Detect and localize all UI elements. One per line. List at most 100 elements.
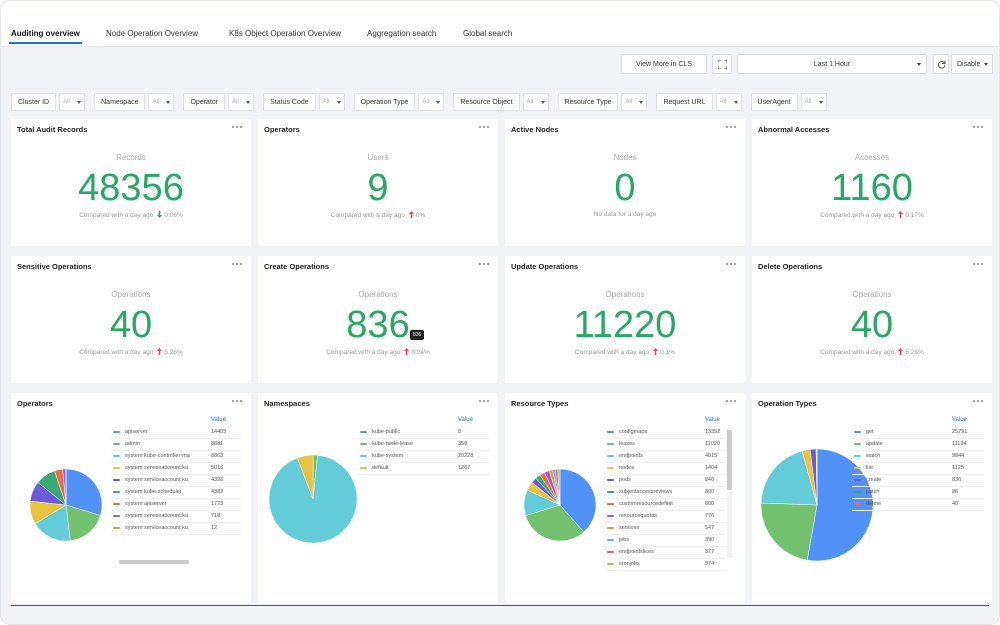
filter-select[interactable]: All [621,93,648,111]
time-range-select[interactable]: Last 1 Hour [737,54,927,74]
legend-value: 776 [705,513,715,519]
legend-row: nodes 1404 [605,463,725,475]
legend-name: resourcequotas [619,513,657,519]
dot [479,126,481,128]
legend-row: configmaps 13352 [605,427,725,439]
stat-value: 9 [367,167,389,209]
filter-select[interactable]: All [715,93,742,111]
legend-value: 800 [705,489,715,495]
more-menu[interactable] [478,259,490,270]
more-menu[interactable] [478,122,490,133]
legend-row: endpoints 4015 [605,451,725,463]
filter-select[interactable]: All [228,93,255,111]
more-icon [479,263,489,265]
legend-row: watch 9844 [852,451,984,463]
legend-swatch [607,515,614,517]
dot [973,400,975,402]
legend-name: system:kube-controller-ma [125,453,190,459]
more-icon [479,126,489,128]
legend-row: kube-system 20228 [358,451,490,463]
legend-name: nodes [619,465,634,471]
cls-button[interactable]: View More in CLS [621,54,707,74]
more-menu[interactable] [972,396,984,407]
horizontal-scrollbar [111,559,243,565]
filter-select[interactable]: All [800,93,827,111]
tab[interactable]: Node Operation Overview [106,29,199,38]
pie-slice [268,454,358,544]
filter-select[interactable]: All [59,93,86,111]
filter-select[interactable]: All [318,93,345,111]
legend-swatch [854,491,861,493]
more-menu[interactable] [478,396,490,407]
more-menu[interactable] [725,122,737,133]
more-menu[interactable] [231,396,243,407]
dot [734,263,736,265]
legend-row: default 1267 [358,463,490,475]
legend-name: cronjobs [619,561,640,567]
stat-card: Update Operations Operations 11220 Compared… [505,256,745,383]
more-icon [232,126,242,128]
pie-chart [760,448,874,562]
legend-name: update [866,441,883,447]
more-icon [232,400,242,402]
filter-select[interactable]: All [522,93,549,111]
fullscreen-button[interactable] [712,54,732,74]
more-menu[interactable] [231,122,243,133]
stat-change: 0.1% [660,349,675,356]
legend-name: list [866,465,873,471]
dot [479,400,481,402]
stat-unit: Nodes [613,153,637,162]
tab[interactable]: Auditing overview [9,29,82,44]
legend-swatch [113,455,120,457]
more-menu[interactable] [725,259,737,270]
more-icon [973,263,983,265]
stat-change: 0.06% [164,212,183,219]
more-menu[interactable] [972,259,984,270]
trend-arrow [653,348,659,355]
tab[interactable]: Aggregation search [367,29,437,38]
stat-card: Abnormal Accesses Accesses 1160 Compared wi… [752,119,992,246]
legend-swatch [360,431,367,433]
more-menu[interactable] [972,122,984,133]
tab[interactable]: Global search [463,29,513,38]
dot [483,263,485,265]
legend-row: get 25791 [852,427,984,439]
dot [726,263,728,265]
dot [236,263,238,265]
legend-swatch [113,467,120,469]
legend-value: 9844 [952,453,965,459]
legend-name: get [866,429,874,435]
more-menu[interactable] [231,259,243,270]
refresh-interval-select[interactable]: Disable [951,54,993,74]
card-title: Total Audit Records [17,125,88,134]
filter-select[interactable]: All [148,93,175,111]
refresh-button[interactable] [933,54,949,74]
stat-value: 1160 [831,167,913,209]
card-title: Active Nodes [511,125,559,134]
more-icon [973,126,983,128]
pie-slice [297,454,314,500]
filter: Operator All [183,93,255,111]
stat-compare: Compared with a day ago 0.06% [11,211,251,219]
dot [981,263,983,265]
compare-text: Compared with a day ago [79,212,154,219]
legend-row: list 1125 [852,463,984,475]
more-icon [973,400,983,402]
legend-name: subjectaccessreviews [619,489,673,495]
compare-text: Compared with a day ago [79,349,154,356]
legend-name: system:kube-scheduler [125,489,182,495]
filter-select[interactable]: All [418,93,445,111]
legend-value: 25791 [952,429,968,435]
more-menu[interactable] [725,396,737,407]
legend-value: 390 [705,537,715,543]
more-icon [726,263,736,265]
pie-chart [29,468,103,542]
legend-value: 5016 [211,465,224,471]
dot [240,400,242,402]
pie-slice [760,502,818,561]
filter-label: Cluster ID [11,93,57,111]
legend-name: system:serviceaccount:ku [125,525,188,531]
legend-row: customresourcedefinit 800 [605,499,725,511]
tab[interactable]: K8s Object Operation Overview [229,29,342,38]
